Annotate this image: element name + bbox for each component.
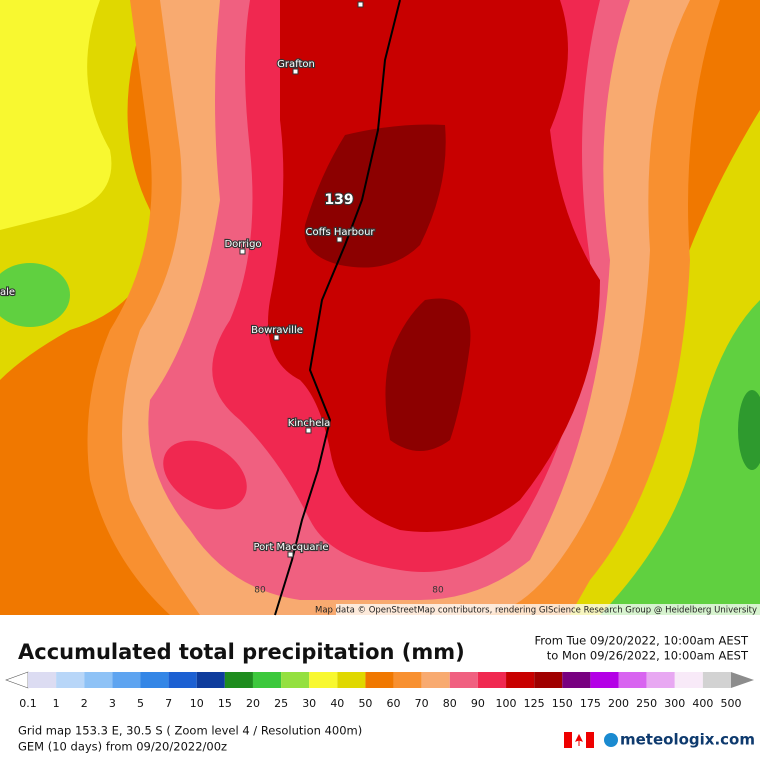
colorbar-label: 400 (692, 697, 713, 710)
colorbar-label: 20 (246, 697, 260, 710)
colorbar-swatch (534, 672, 563, 688)
colorbar-swatch (562, 672, 591, 688)
colorbar-swatch (28, 672, 57, 688)
place-label: Coffs Harbour (305, 227, 375, 238)
colorbar-label: 80 (443, 697, 457, 710)
contour-label: 80 (254, 586, 266, 596)
colorbar-arrow (731, 672, 754, 688)
colorbar-label: 125 (524, 697, 545, 710)
place-label: Port Macquarie (253, 542, 328, 553)
colorbar-label: 3 (109, 697, 116, 710)
colorbar-swatch (84, 672, 113, 688)
colorbar-swatch (393, 672, 422, 688)
colorbar-swatch (168, 672, 197, 688)
colorbar-swatch (477, 672, 507, 688)
map: Grafton Coffs Harbour Dorrigo Bowraville… (0, 0, 760, 616)
colorbar-label: 30 (302, 697, 316, 710)
colorbar-label: 60 (387, 697, 401, 710)
colorbar-swatch (365, 672, 394, 688)
colorbar-swatch (309, 672, 338, 688)
colorbar-label: 2 (81, 697, 88, 710)
place-label: Kinchela (288, 418, 331, 429)
colorbar: 0.1 1 2 3 5 7 10 15 20 25 30 40 50 60 70 80 90 100 125 150 1… (5, 671, 754, 710)
colorbar-label: 5 (137, 697, 144, 710)
colorbar-swatch (337, 672, 366, 688)
colorbar-arrow (5, 671, 29, 689)
colorbar-label: 50 (358, 697, 372, 710)
colorbar-swatch (674, 672, 703, 688)
colorbar-label: 0.1 (19, 697, 37, 710)
colorbar-swatch (224, 672, 253, 688)
colorbar-swatch (252, 672, 282, 688)
colorbar-label: 300 (664, 697, 685, 710)
colorbar-label: 100 (496, 697, 517, 710)
max-value: 139 (324, 192, 353, 208)
colorbar-label: 25 (274, 697, 288, 710)
colorbar-swatch (421, 672, 450, 688)
place-label: Dorrigo (224, 239, 261, 250)
colorbar-swatch (196, 672, 225, 688)
attribution: Map data © OpenStreetMap contributors, r… (315, 606, 757, 616)
colorbar-label: 90 (471, 697, 485, 710)
colorbar-label: 70 (415, 697, 429, 710)
logo (604, 733, 618, 747)
colorbar-swatch (449, 672, 478, 688)
model-info: GEM (10 days) from 09/20/2022/00z (18, 740, 227, 754)
colorbar-swatch (618, 672, 647, 688)
colorbar-swatch (281, 672, 310, 688)
grid-info: Grid map 153.3 E, 30.5 S ( Zoom level 4 … (18, 724, 362, 738)
colorbar-swatch (646, 672, 675, 688)
colorbar-swatch (702, 672, 731, 688)
colorbar-label: 15 (218, 697, 232, 710)
period-end: to Mon 09/26/2022, 10:00am AEST (547, 649, 749, 663)
colorbar-label: 500 (721, 697, 742, 710)
colorbar-label: 1 (53, 697, 60, 710)
place-label: Grafton (277, 59, 315, 70)
colorbar-label: 7 (165, 697, 172, 710)
colorbar-label: 200 (608, 697, 629, 710)
colorbar-swatch (112, 672, 141, 688)
colorbar-swatch (56, 672, 85, 688)
colorbar-label: 10 (190, 697, 204, 710)
brand[interactable]: meteologix.com (620, 731, 755, 749)
colorbar-swatch (506, 672, 535, 688)
colorbar-label: 175 (580, 697, 601, 710)
colorbar-label: 250 (636, 697, 657, 710)
colorbar-swatch (590, 672, 619, 688)
legend-title: Accumulated total precipitation (mm) (18, 640, 465, 664)
colorbar-swatch (140, 672, 169, 688)
place-label: ale (0, 287, 15, 298)
period-start: From Tue 09/20/2022, 10:00am AEST (534, 634, 749, 648)
colorbar-label: 150 (552, 697, 573, 710)
flag (564, 732, 594, 748)
colorbar-label: 40 (330, 697, 344, 710)
place-label: Bowraville (251, 325, 303, 336)
contour-label: 80 (432, 586, 444, 596)
